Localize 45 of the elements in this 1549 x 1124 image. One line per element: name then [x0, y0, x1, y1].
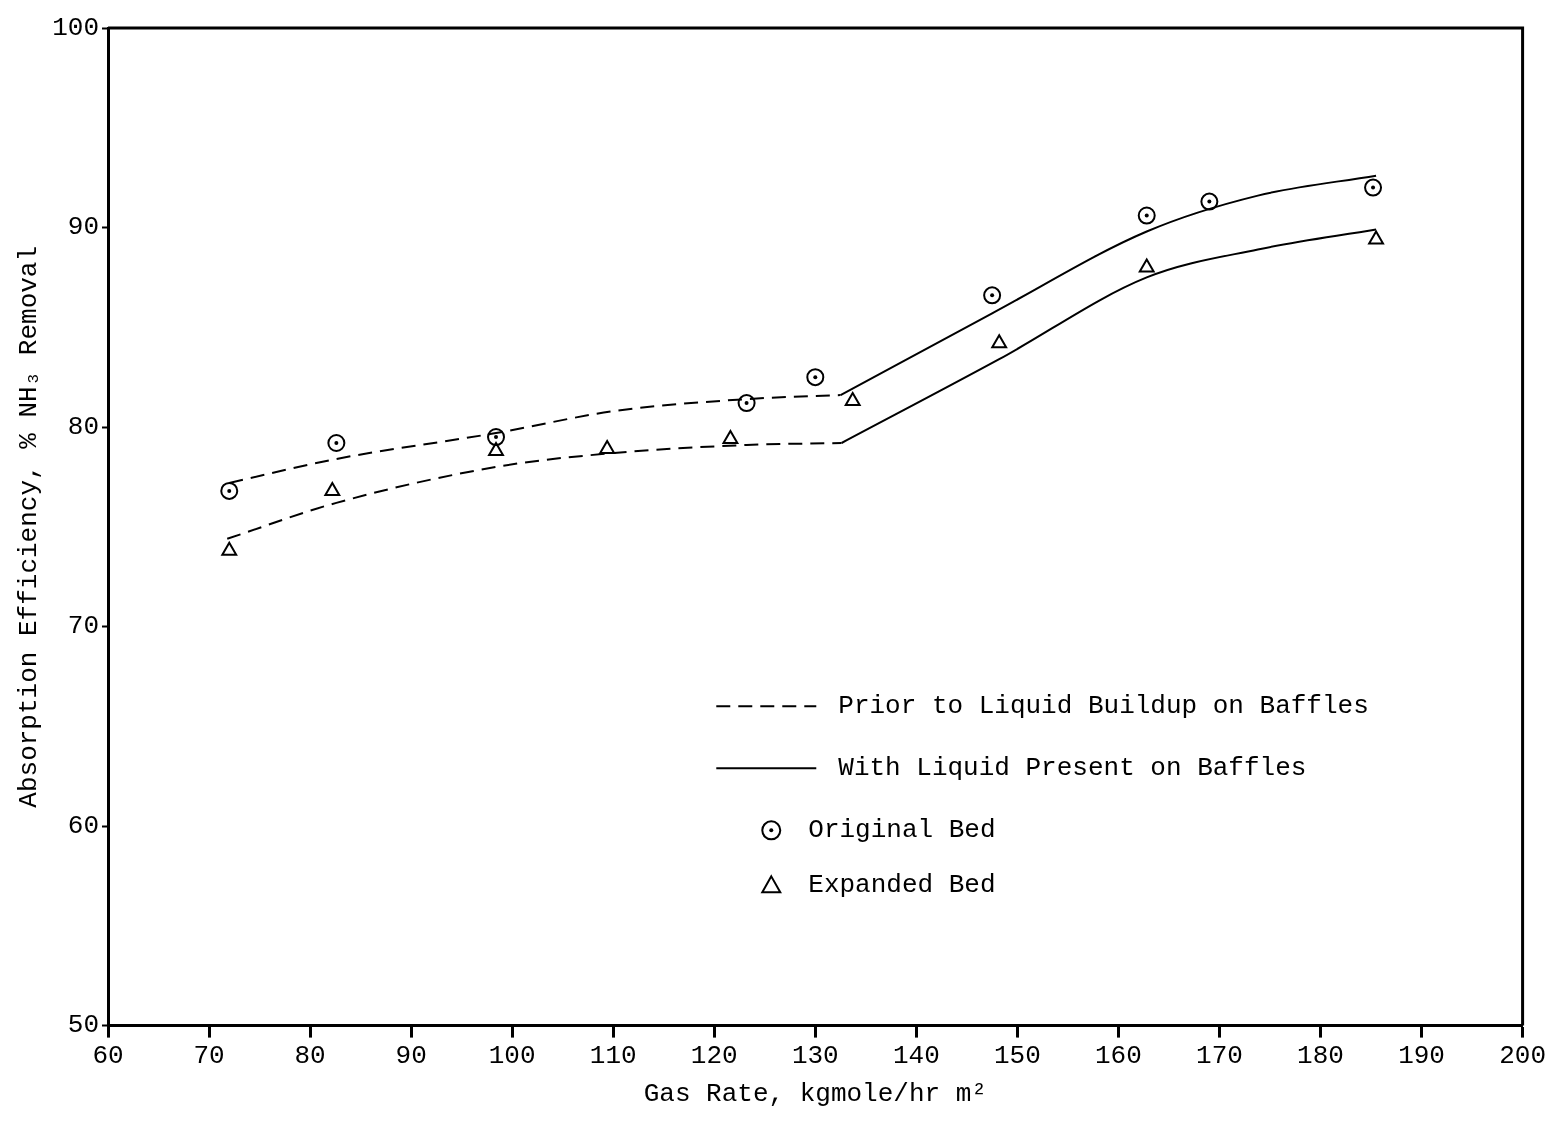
y-tick-label: 50	[67, 1010, 100, 1041]
point	[991, 334, 1008, 349]
point	[1364, 178, 1383, 197]
x-tick-label: 90	[395, 1041, 427, 1072]
point	[1137, 206, 1156, 225]
point	[1368, 230, 1385, 245]
y-tick-label: 60	[67, 810, 100, 841]
legend-label: Original Bed	[808, 815, 996, 846]
point	[324, 481, 341, 496]
legend-label: Prior to Liquid Buildup on Baffles	[838, 691, 1369, 722]
y-tick-label: 80	[67, 411, 100, 442]
x-tick-label: 70	[193, 1041, 225, 1072]
y-axis-title: Absorption Efficiency, % NH₃ Removal	[14, 245, 45, 808]
point	[983, 286, 1002, 305]
x-tick-label: 140	[892, 1041, 940, 1072]
x-tick-label: 120	[690, 1041, 738, 1072]
x-tick-label: 150	[993, 1041, 1041, 1072]
x-tick-label: 190	[1398, 1041, 1445, 1072]
x-tick-label: 170	[1196, 1041, 1243, 1072]
y-tick-label: 70	[67, 611, 100, 642]
point	[1200, 192, 1219, 211]
point	[722, 430, 739, 445]
point	[1138, 258, 1155, 273]
x-tick-label: 60	[92, 1041, 124, 1072]
point	[220, 481, 239, 500]
point	[599, 439, 616, 454]
point	[737, 394, 756, 413]
x-tick-label: 160	[1095, 1041, 1142, 1072]
x-tick-label: 110	[589, 1041, 637, 1072]
x-axis-title: Gas Rate, kgmole/hr m²	[643, 1079, 987, 1110]
legend-label: With Liquid Present on Baffles	[838, 753, 1307, 784]
y-tick-label: 100	[52, 12, 100, 43]
x-tick-label: 180	[1297, 1041, 1344, 1072]
point	[221, 541, 238, 556]
x-tick-label: 80	[294, 1041, 326, 1072]
y-tick-label: 90	[67, 212, 100, 243]
point	[488, 441, 504, 456]
x-tick-label: 100	[488, 1041, 536, 1072]
legend-label: Expanded Bed	[808, 870, 996, 901]
point	[487, 428, 506, 447]
point	[327, 434, 346, 452]
point	[844, 392, 861, 407]
point	[806, 368, 825, 387]
x-tick-label: 200	[1499, 1041, 1546, 1072]
x-tick-label: 130	[791, 1041, 839, 1072]
